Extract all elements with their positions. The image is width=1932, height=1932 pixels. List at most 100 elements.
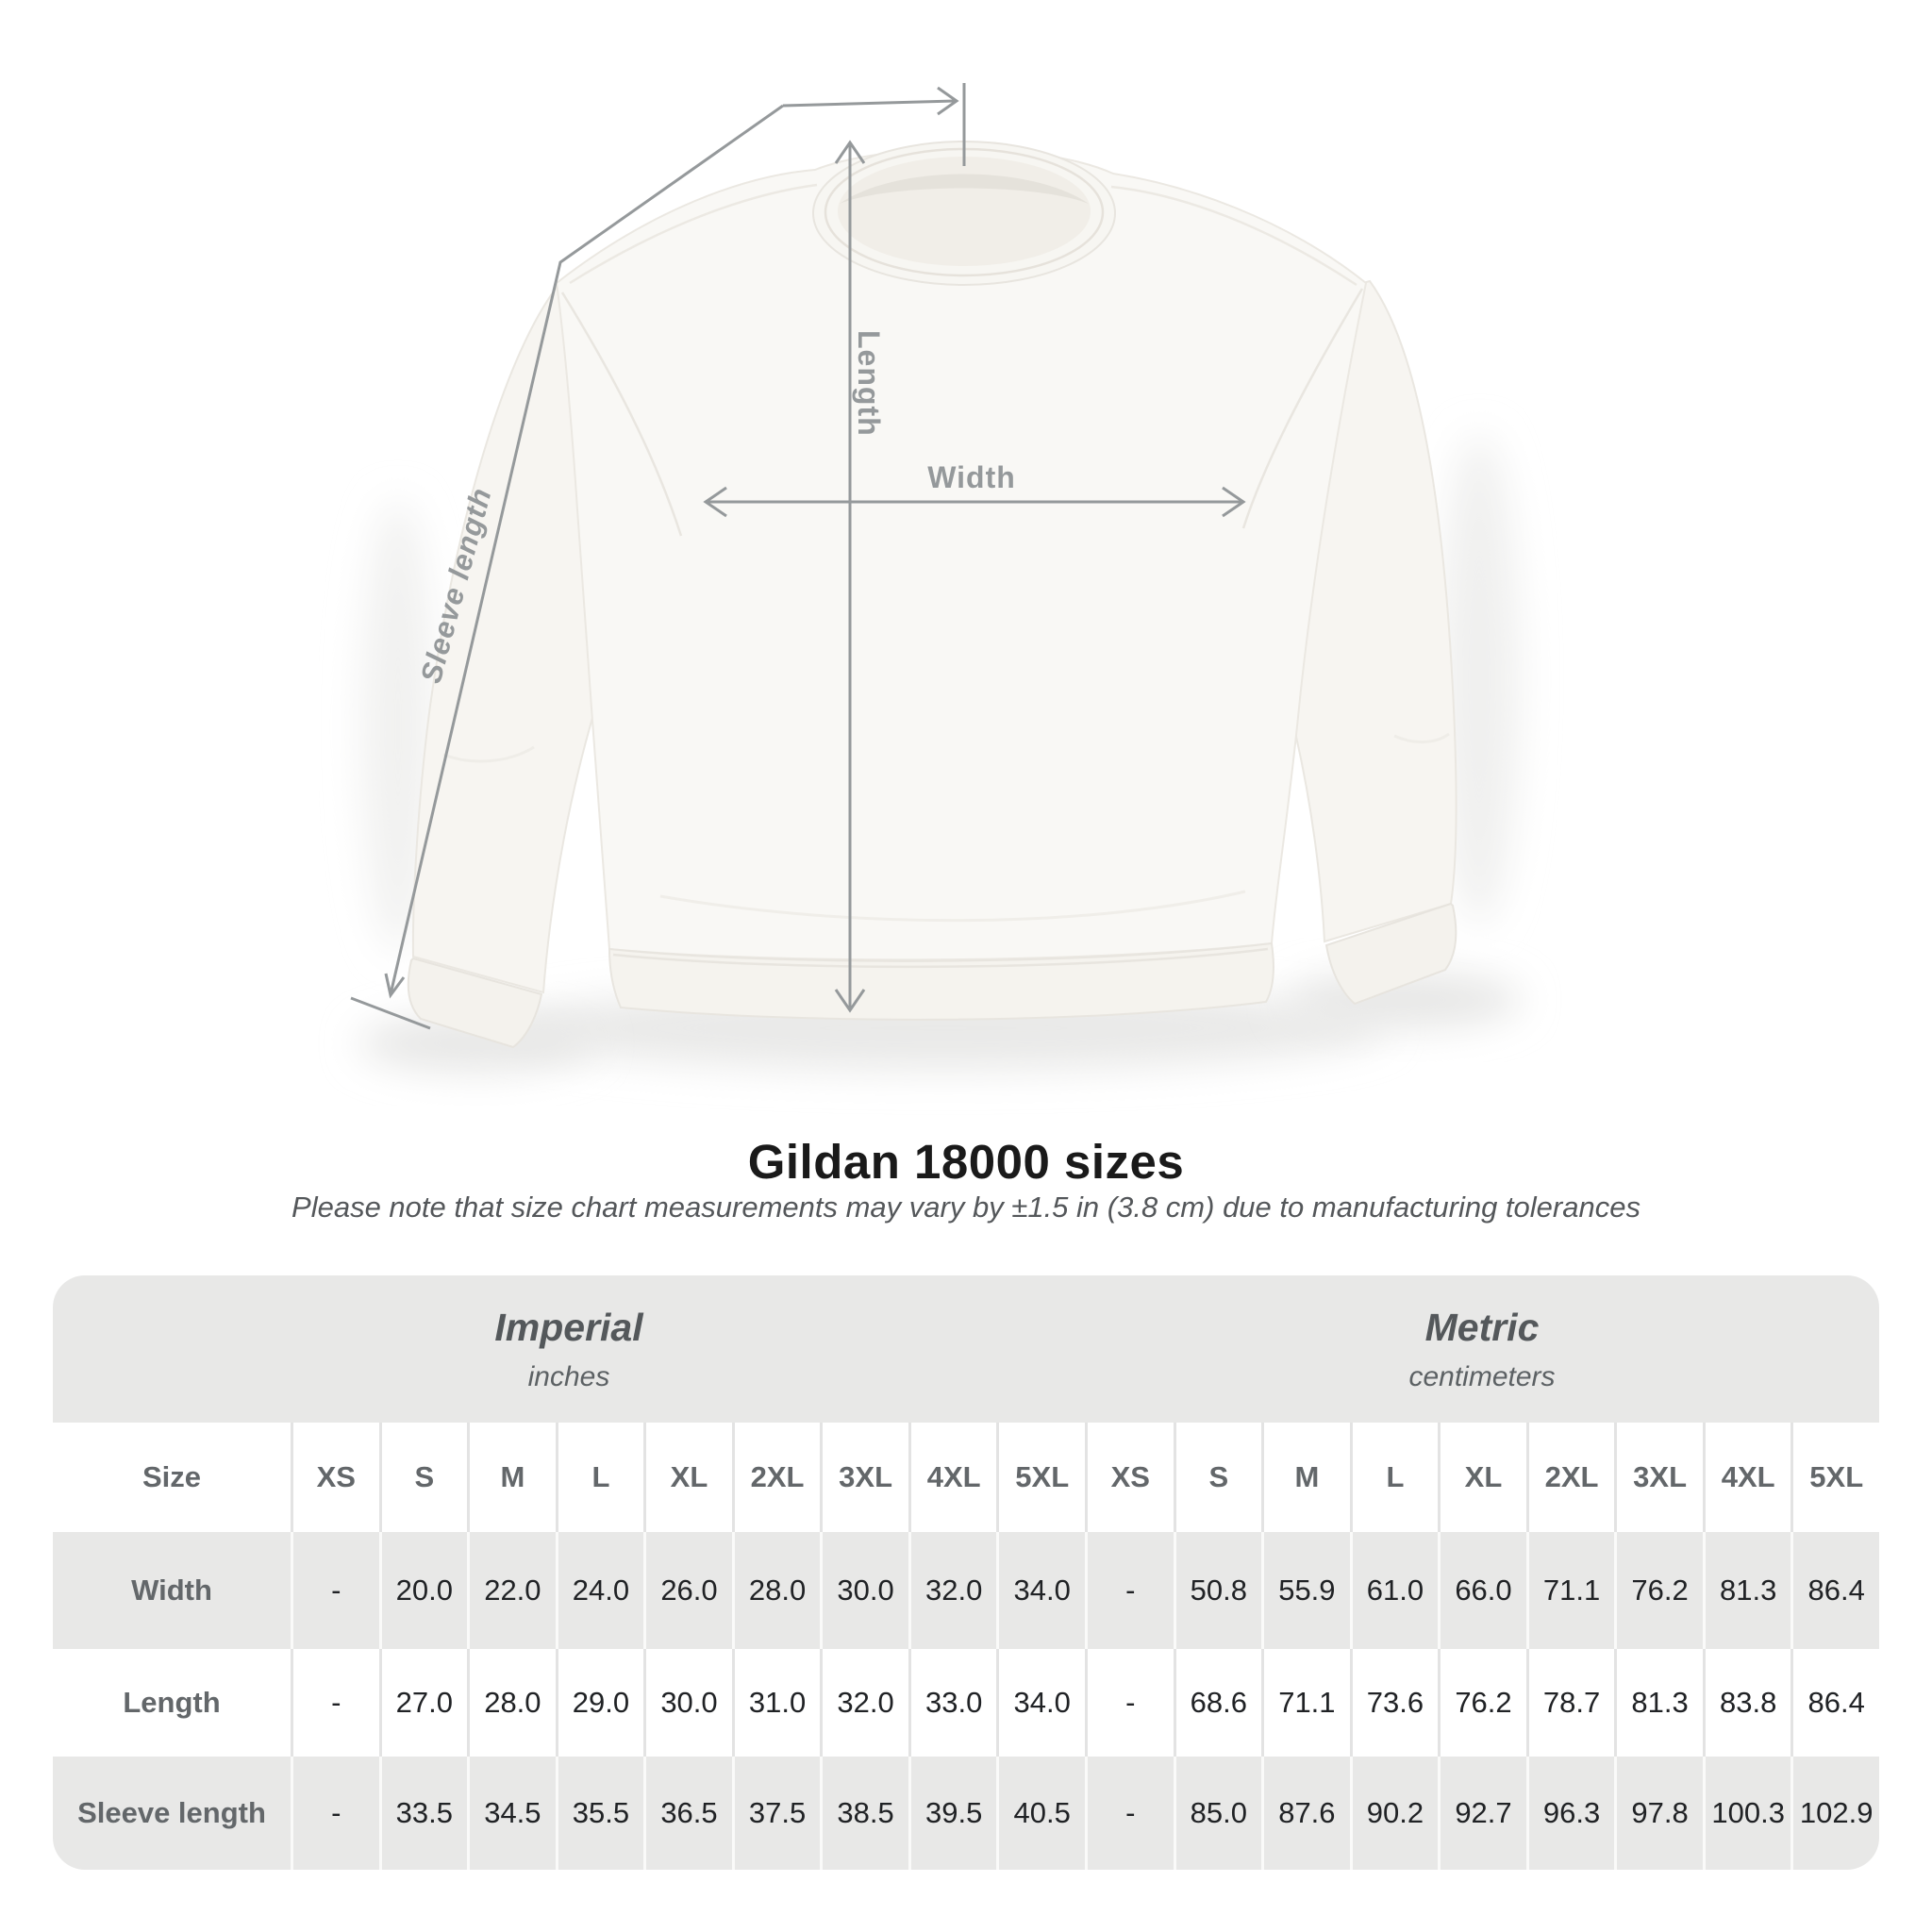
table-cell: 40.5 xyxy=(996,1757,1085,1870)
size-column-header: 3XL xyxy=(820,1423,908,1532)
left-sleeve-wrinkle xyxy=(442,745,535,763)
sweatshirt-figure: Width Length Sleeve length xyxy=(350,83,1522,1072)
table-cell: 29.0 xyxy=(555,1649,644,1757)
table-cell: - xyxy=(291,1649,379,1757)
size-column-header: 3XL xyxy=(1614,1423,1703,1532)
table-cell: 24.0 xyxy=(555,1532,644,1649)
size-column-header: 2XL xyxy=(1525,1423,1615,1532)
sleeve-length-dimension-line xyxy=(350,83,966,1030)
size-column-header: L xyxy=(1349,1423,1439,1532)
table-cell: - xyxy=(1085,1757,1174,1870)
table-cell: 87.6 xyxy=(1261,1757,1350,1870)
unit-group-units: inches xyxy=(527,1360,610,1392)
table-cell: 36.5 xyxy=(643,1757,732,1870)
sweatshirt-illustration xyxy=(358,141,1522,1072)
table-cell: 31.0 xyxy=(731,1649,821,1757)
unit-group-units: centimeters xyxy=(1408,1360,1556,1392)
sleeve-arrow-right xyxy=(937,86,959,116)
right-armhole-seam xyxy=(1241,288,1364,529)
size-chart-table: Imperial inches Metric centimeters Size XS S M L… xyxy=(53,1275,1879,1870)
table-cell: - xyxy=(1085,1649,1174,1757)
size-column-header: 4XL xyxy=(908,1423,997,1532)
sleeve-line-horizontal xyxy=(782,99,956,108)
table-cell: 30.0 xyxy=(820,1532,908,1649)
size-column-header: M xyxy=(1261,1423,1350,1532)
body-wrinkle xyxy=(659,890,1246,923)
table-cell: 96.3 xyxy=(1525,1757,1615,1870)
table-cell: 76.2 xyxy=(1438,1649,1526,1757)
table-cell: 32.0 xyxy=(908,1532,997,1649)
table-cell: 32.0 xyxy=(820,1649,908,1757)
length-label: Length xyxy=(852,330,886,437)
table-cell: - xyxy=(1085,1532,1174,1649)
unit-group-title: Metric xyxy=(1424,1305,1540,1349)
width-arrow-left xyxy=(703,486,727,518)
table-cell: 34.5 xyxy=(467,1757,556,1870)
sleeve-arrow-down xyxy=(384,973,406,999)
left-shoulder-seam xyxy=(569,183,818,285)
hem-seam xyxy=(612,947,1269,969)
size-column-header: L xyxy=(555,1423,644,1532)
left-side-shadow xyxy=(362,500,434,953)
table-cell: 92.7 xyxy=(1438,1757,1526,1870)
table-cell: 37.5 xyxy=(731,1757,821,1870)
collar-inner-shadow xyxy=(840,174,1089,204)
collar-opening xyxy=(838,157,1091,266)
row-label: Width xyxy=(53,1532,291,1649)
table-cell: 85.0 xyxy=(1173,1757,1262,1870)
size-column-header: XL xyxy=(1438,1423,1526,1532)
size-corner-header: Size xyxy=(53,1423,291,1532)
page-title: Gildan 18000 sizes xyxy=(747,1135,1185,1189)
length-arrow-down xyxy=(834,989,866,1013)
length-dimension-line xyxy=(834,140,866,1013)
table-cell: 30.0 xyxy=(643,1649,732,1757)
table-cell: 38.5 xyxy=(820,1757,908,1870)
left-cuff-shadow xyxy=(358,1015,594,1072)
table-cell: 55.9 xyxy=(1261,1532,1350,1649)
table-cell: 83.8 xyxy=(1702,1649,1791,1757)
sleeve-line-diagonal xyxy=(389,104,784,995)
row-label: Sleeve length xyxy=(53,1757,291,1870)
row-label: Length xyxy=(53,1649,291,1757)
table-cell: 26.0 xyxy=(643,1532,732,1649)
width-label: Width xyxy=(927,460,1016,494)
right-cuff xyxy=(1324,902,1457,1006)
left-armhole-seam xyxy=(560,291,683,537)
size-column-header: 4XL xyxy=(1702,1423,1791,1532)
table-cell: 50.8 xyxy=(1173,1532,1262,1649)
table-cell: 33.0 xyxy=(908,1649,997,1757)
size-column-header: XS xyxy=(1085,1423,1174,1532)
table-cell: 20.0 xyxy=(378,1532,468,1649)
table-cell: 76.2 xyxy=(1614,1532,1703,1649)
size-column-header: 2XL xyxy=(731,1423,821,1532)
table-cell: 34.0 xyxy=(996,1649,1085,1757)
size-column-header: S xyxy=(1173,1423,1262,1532)
table-cell: 61.0 xyxy=(1349,1532,1439,1649)
length-arrow-up xyxy=(834,140,866,164)
table-cell: - xyxy=(291,1757,379,1870)
table-cell: 102.9 xyxy=(1790,1757,1879,1870)
size-column-header: 5XL xyxy=(1790,1423,1879,1532)
table-cell: 33.5 xyxy=(378,1757,468,1870)
table-cell: 73.6 xyxy=(1349,1649,1439,1757)
size-column-header: M xyxy=(467,1423,556,1532)
table-cell: 97.8 xyxy=(1614,1757,1703,1870)
unit-group-title: Imperial xyxy=(494,1305,643,1349)
table-cell: 100.3 xyxy=(1702,1757,1791,1870)
table-cell: 78.7 xyxy=(1525,1649,1615,1757)
right-shoulder-seam xyxy=(1110,185,1357,287)
table-cell: - xyxy=(291,1532,379,1649)
right-side-shadow xyxy=(1440,434,1519,924)
unit-group-0: Imperial inches xyxy=(53,1275,1085,1423)
table-cell: 66.0 xyxy=(1438,1532,1526,1649)
table-cell: 35.5 xyxy=(555,1757,644,1870)
table-cell: 86.4 xyxy=(1790,1649,1879,1757)
right-sleeve-wrinkle xyxy=(1393,732,1450,743)
size-column-header: 5XL xyxy=(996,1423,1085,1532)
size-column-header: XS xyxy=(291,1423,379,1532)
table-cell: 81.3 xyxy=(1614,1649,1703,1757)
table-cell: 71.1 xyxy=(1261,1649,1350,1757)
table-cell: 90.2 xyxy=(1349,1757,1439,1870)
table-cell: 81.3 xyxy=(1702,1532,1791,1649)
